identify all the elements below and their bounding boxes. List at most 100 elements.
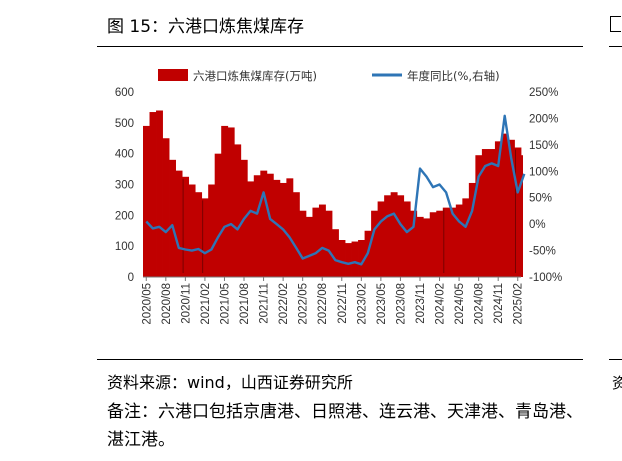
adjacent-figure-stub bbox=[610, 16, 621, 32]
bar-mark bbox=[462, 198, 470, 277]
bar-mark bbox=[169, 159, 176, 277]
x-tick-label: 2022/05 bbox=[298, 283, 310, 325]
yoy-line bbox=[145, 114, 526, 266]
y-left-tick-label: 600 bbox=[115, 87, 134, 99]
bar-mark bbox=[475, 155, 483, 277]
y-right-tick-label: -50% bbox=[529, 246, 556, 258]
bar-mark bbox=[351, 241, 359, 277]
bar-mark bbox=[221, 125, 229, 278]
adjacent-bottom-rule bbox=[609, 359, 622, 360]
chart-legend: 六港口炼焦煤库存(万吨) 年度同比(%,右轴) bbox=[158, 69, 500, 83]
x-tick-label: 2021/02 bbox=[200, 283, 212, 325]
bar-mark bbox=[325, 210, 333, 277]
bar-mark bbox=[332, 229, 339, 277]
bar-mark bbox=[188, 184, 196, 277]
x-tick-label: 2024/11 bbox=[493, 283, 505, 324]
x-tick-label: 2021/08 bbox=[239, 283, 251, 325]
bar-mark bbox=[488, 149, 496, 277]
bar-mark bbox=[384, 195, 392, 277]
bar-mark bbox=[286, 178, 294, 277]
y-left-tick-label: 300 bbox=[115, 180, 134, 192]
y-right-tick-label: 250% bbox=[529, 87, 558, 99]
bottom-rule bbox=[97, 359, 583, 360]
bar-mark bbox=[195, 192, 203, 277]
bar-mark bbox=[208, 184, 216, 277]
y-right-tick-label: 150% bbox=[529, 140, 558, 152]
y-right-tick-label: 0% bbox=[529, 219, 546, 231]
bar-mark bbox=[468, 182, 476, 277]
bar-mark bbox=[260, 170, 268, 277]
bar-mark bbox=[358, 240, 365, 277]
bar-mark bbox=[162, 138, 170, 277]
bar-mark bbox=[429, 212, 437, 277]
bar-mark bbox=[299, 210, 307, 277]
y-left-tick-label: 100 bbox=[115, 241, 134, 253]
line-series bbox=[145, 114, 526, 266]
bar-mark bbox=[371, 210, 379, 277]
bar-mark bbox=[149, 112, 157, 278]
x-tick-label: 2021/05 bbox=[219, 283, 231, 325]
y-left-tick-label: 500 bbox=[115, 118, 134, 130]
bar-mark bbox=[143, 125, 150, 278]
x-tick-label: 2023/02 bbox=[356, 283, 368, 325]
x-tick-label: 2022/02 bbox=[278, 283, 290, 325]
bar-mark bbox=[292, 192, 300, 277]
figure-title: 图 15：六港口炼焦煤库存 bbox=[107, 17, 305, 37]
bar-series bbox=[143, 110, 523, 278]
x-tick-label: 2023/08 bbox=[395, 283, 407, 325]
y-right-tick-label: 200% bbox=[529, 113, 558, 125]
y-axis-left: 0 100 200 300 400 500 600 bbox=[115, 87, 134, 284]
bar-mark bbox=[521, 155, 523, 277]
bar-mark bbox=[481, 149, 489, 277]
x-tick-label: 2024/05 bbox=[454, 283, 466, 325]
bar-mark bbox=[390, 192, 398, 277]
bar-mark bbox=[494, 141, 502, 277]
x-tick-label: 2020/11 bbox=[180, 283, 192, 324]
y-right-tick-label: -100% bbox=[529, 272, 562, 284]
top-rule bbox=[97, 46, 583, 47]
bar-mark bbox=[253, 175, 261, 277]
bar-mark bbox=[416, 216, 424, 277]
bar-mark bbox=[305, 216, 313, 277]
legend-swatch-bar bbox=[158, 69, 188, 81]
x-tick-label: 2023/05 bbox=[376, 283, 388, 325]
x-tick-label: 2025/02 bbox=[513, 283, 525, 325]
x-tick-label: 2022/08 bbox=[317, 283, 329, 325]
bar-mark bbox=[507, 139, 515, 277]
bar-mark bbox=[227, 127, 235, 277]
x-tick-label: 2020/08 bbox=[161, 283, 173, 325]
x-tick-label: 2023/11 bbox=[415, 283, 427, 324]
bar-mark bbox=[345, 243, 352, 277]
y-left-tick-label: 200 bbox=[115, 210, 134, 222]
bar-mark bbox=[234, 144, 242, 277]
bar-mark bbox=[397, 195, 405, 277]
x-tick-label: 2024/02 bbox=[435, 283, 447, 325]
bar-mark bbox=[436, 210, 444, 277]
y-right-tick-label: 100% bbox=[529, 166, 558, 178]
bar-mark bbox=[175, 170, 183, 277]
y-left-tick-label: 0 bbox=[128, 272, 134, 284]
y-left-tick-label: 400 bbox=[115, 149, 134, 161]
bar-mark bbox=[182, 176, 190, 277]
bar-mark bbox=[514, 147, 522, 277]
x-tick-label: 2022/11 bbox=[337, 283, 349, 324]
adjacent-source-stub: 资 bbox=[612, 374, 622, 392]
bar-mark bbox=[442, 207, 450, 277]
footnote: 备注：六港口包括京唐港、日照港、连云港、天津港、青岛港、湛江港。 bbox=[107, 402, 583, 450]
bar-mark bbox=[403, 201, 411, 277]
legend-label-bar: 六港口炼焦煤库存(万吨) bbox=[193, 69, 317, 83]
bar-mark bbox=[201, 198, 209, 277]
bar-mark bbox=[312, 207, 320, 277]
x-tick-label: 2020/05 bbox=[141, 283, 153, 325]
legend-label-line: 年度同比(%,右轴) bbox=[407, 69, 500, 83]
y-right-tick-label: 50% bbox=[529, 193, 552, 205]
y-axis-right: -100% -50% 0% 50% 100% 150% 200% 250% bbox=[529, 87, 562, 284]
bar-mark bbox=[266, 173, 274, 277]
bar-mark bbox=[410, 210, 418, 277]
bar-mark bbox=[501, 133, 509, 277]
bar-mark bbox=[273, 179, 281, 277]
adjacent-top-rule bbox=[609, 46, 622, 47]
bar-mark bbox=[423, 218, 431, 277]
bar-mark bbox=[338, 240, 346, 277]
